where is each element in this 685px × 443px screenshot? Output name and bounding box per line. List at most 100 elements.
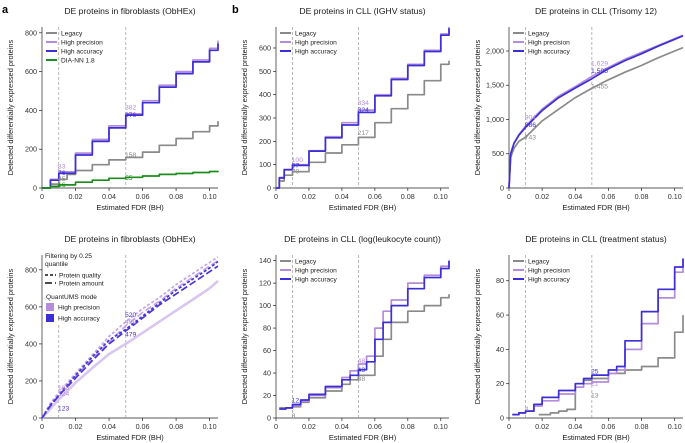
data-annotation: 83 — [58, 164, 66, 171]
y-tick-label: 400 — [25, 106, 37, 115]
series-line-3 — [276, 28, 450, 189]
legend-mode-swatch — [46, 314, 54, 322]
x-tick-label: 0.02 — [302, 422, 316, 431]
x-tick-label: 0 — [40, 422, 44, 431]
y-tick-label: 40 — [496, 345, 504, 354]
y-axis-title: Detected differentially expressed protei… — [240, 268, 249, 404]
legend-label: High precision — [295, 267, 337, 274]
series-line-3 — [512, 258, 684, 416]
y-tick-label: 600 — [259, 44, 271, 53]
x-axis-title: Estimated FDR (BH) — [96, 433, 163, 442]
series-line-2 — [41, 259, 219, 419]
x-tick-label: 0.06 — [368, 422, 382, 431]
series-line-1 — [41, 256, 219, 419]
legend-label: Legacy — [528, 258, 550, 265]
x-axis-title: Estimated FDR (BH) — [96, 203, 163, 212]
y-axis-title: Detected differentially expressed protei… — [6, 39, 15, 175]
x-tick-label: 0.10 — [434, 192, 448, 201]
y-tick-label: 0 — [267, 184, 271, 193]
x-axis-title: Estimated FDR (BH) — [562, 433, 629, 442]
series-line-1 — [42, 121, 219, 189]
data-annotation: 4 — [525, 406, 529, 413]
x-axis-title: Estimated FDR (BH) — [329, 433, 396, 442]
x-axis-title: Estimated FDR (BH) — [329, 203, 396, 212]
x-tick-label: 0 — [274, 192, 278, 201]
y-tick-label: 80 — [263, 324, 271, 333]
legend-label: Legacy — [295, 258, 317, 265]
y-tick-label: 400 — [259, 90, 271, 99]
y-tick-label: 2,000 — [486, 46, 504, 55]
x-tick-label: 0.10 — [203, 422, 217, 431]
series-line-3 — [42, 43, 219, 189]
legend-filter-title: Filtering by 0.25 quantile — [45, 253, 92, 268]
x-tick-label: 0.06 — [601, 422, 615, 431]
y-tick-label: 0 — [267, 414, 271, 423]
series-line-4 — [41, 260, 219, 419]
y-tick-label: 500 — [259, 67, 271, 76]
data-annotation: 743 — [525, 134, 537, 141]
y-tick-label: 60 — [496, 311, 504, 320]
y-tick-label: 120 — [259, 279, 271, 288]
x-tick-label: 0.04 — [335, 422, 349, 431]
chart-p3: DE proteins in CLL (Trisomy 12) 0 0.02 0.04… — [473, 6, 684, 212]
y-tick-label: 40 — [263, 369, 271, 378]
data-annotation: 16 — [58, 182, 66, 189]
x-tick-label: 0.08 — [635, 192, 649, 201]
x-tick-label: 0.04 — [568, 192, 582, 201]
y-tick-label: 400 — [25, 339, 37, 348]
data-annotation: 499 — [125, 319, 137, 326]
series-line-3 — [279, 260, 450, 410]
legend-label: Legacy — [528, 30, 550, 37]
legend-label: High precision — [61, 39, 103, 46]
data-annotation: 886 — [525, 122, 537, 129]
legend-mode-label: High precision — [58, 304, 100, 311]
chart-title: DE proteins in CLL (log(leukocyte count)… — [284, 234, 441, 244]
x-tick-label: 0.08 — [635, 422, 649, 431]
x-tick-label: 0 — [274, 422, 278, 431]
chart-p2: DE proteins in CLL (IGHV status) 0 0.02 0.0… — [240, 6, 450, 212]
x-tick-label: 0.04 — [102, 422, 116, 431]
data-annotation: 45 — [58, 176, 66, 183]
legend-label: High precision — [295, 39, 337, 46]
data-annotation: 334 — [358, 100, 370, 107]
legend-label: Legacy — [61, 30, 83, 37]
series-line-5 — [41, 265, 219, 419]
x-tick-label: 0.04 — [568, 422, 582, 431]
y-tick-label: 800 — [25, 28, 37, 37]
data-annotation: 138 — [58, 385, 70, 392]
data-annotation: 13 — [591, 392, 599, 399]
chart-p5: DE proteins in CLL (log(leukocyte count)… — [240, 234, 450, 442]
chart-p6: DE proteins in CLL (treatment status) 0 0.… — [473, 234, 684, 442]
y-tick-label: 200 — [25, 376, 37, 385]
data-annotation: 55 — [125, 175, 133, 182]
y-tick-label: 20 — [496, 379, 504, 388]
x-tick-label: 0.02 — [535, 192, 549, 201]
chart-title: DE proteins in fibroblasts (ObHEx) — [64, 234, 195, 244]
x-tick-label: 0.08 — [401, 422, 415, 431]
series-line-4 — [42, 170, 219, 189]
legend-label: High accuracy — [295, 276, 337, 283]
series-line-3 — [41, 279, 219, 419]
y-axis-title: Detected differentially expressed protei… — [6, 268, 15, 404]
chart-p1: DE proteins in fibroblasts (ObHEx) 0 0.02 0… — [6, 6, 219, 212]
y-tick-label: 800 — [25, 265, 37, 274]
x-tick-label: 0.06 — [136, 192, 150, 201]
y-tick-label: 600 — [25, 67, 37, 76]
x-tick-label: 0.08 — [169, 192, 183, 201]
x-tick-label: 0.02 — [302, 192, 316, 201]
y-tick-label: 0 — [33, 414, 37, 423]
data-annotation: 25 — [591, 368, 599, 375]
data-annotation: 479 — [125, 332, 137, 339]
data-annotation: 123 — [58, 406, 70, 413]
y-tick-label: 300 — [259, 114, 271, 123]
y-tick-label: 0 — [33, 184, 37, 193]
x-tick-label: 0.06 — [136, 422, 150, 431]
y-tick-label: 200 — [259, 137, 271, 146]
chart-title: DE proteins in CLL (treatment status) — [525, 234, 667, 244]
legend-mode-label: High accuracy — [58, 315, 100, 322]
x-tick-label: 0.10 — [668, 192, 682, 201]
data-annotation: 1,595 — [591, 68, 608, 75]
data-annotation: 124 — [58, 391, 70, 398]
data-annotation: 8 — [292, 413, 296, 420]
